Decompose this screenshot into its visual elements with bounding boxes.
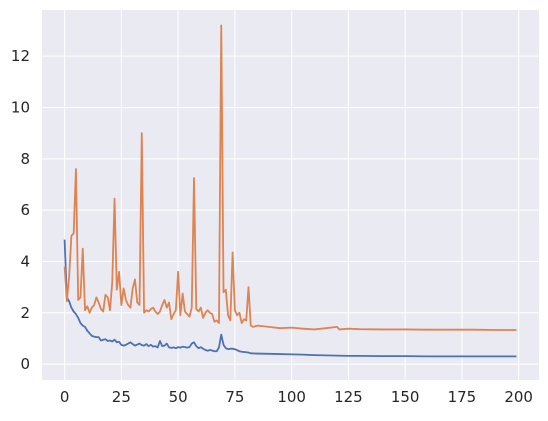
x-tick-label: 25: [112, 388, 131, 406]
y-tick-label: 12: [11, 47, 30, 65]
x-tick-label: 125: [334, 388, 363, 406]
y-tick-label: 6: [20, 201, 30, 219]
tick-labels: 0 25 50 75 100 125 150 175 200 0 2 4 6 8 10 12: [11, 47, 533, 406]
x-tick-label: 200: [504, 388, 533, 406]
series-line-2: [63, 24, 517, 331]
y-tick-label: 2: [20, 304, 30, 322]
y-tick-label: 0: [20, 355, 30, 373]
x-tick-label: 100: [277, 388, 306, 406]
y-tick-label: 8: [20, 150, 30, 168]
y-tick-label: 4: [20, 252, 30, 270]
x-tick-label: 75: [225, 388, 244, 406]
y-tick-label: 10: [11, 99, 30, 117]
series-lines: [63, 24, 517, 358]
x-tick-label: 175: [448, 388, 477, 406]
x-tick-label: 0: [60, 388, 70, 406]
grid-lines: [42, 10, 539, 380]
series-line-1: [63, 239, 517, 358]
plot-area: [42, 10, 539, 380]
x-tick-label: 150: [391, 388, 420, 406]
x-tick-label: 50: [169, 388, 188, 406]
